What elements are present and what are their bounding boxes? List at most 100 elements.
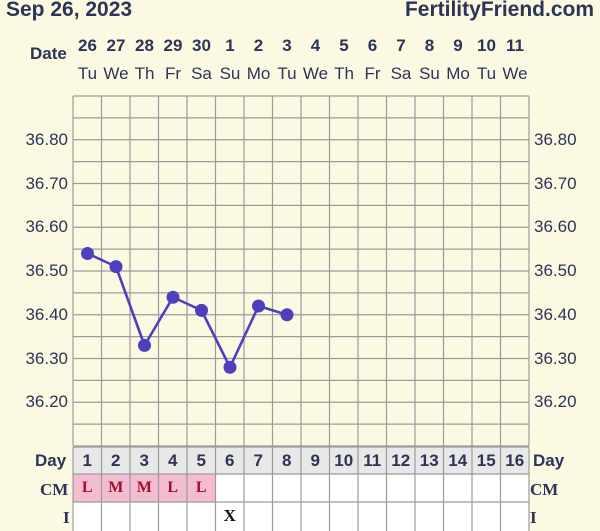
cm-cell-bg [101,474,130,502]
chart-date: Sep 26, 2023 [6,0,133,21]
temperature-point [280,308,294,322]
cycle-day-number: 15 [476,451,496,470]
cycle-day-number: 2 [111,451,121,470]
temperature-point [223,360,237,374]
temperature-series [81,247,294,374]
day-of-week: Sa [390,64,412,83]
cycle-day-number: 12 [391,451,411,470]
cm-row-label-right: CM [530,480,559,499]
y-tick-label-right: 36.60 [534,217,577,237]
cm-cell-bg [386,474,415,502]
cm-cell-bg [244,474,273,502]
i-row-label-right: I [530,508,537,527]
temperature-point [138,338,151,352]
y-tick-label-right: 36.40 [534,304,577,324]
cm-cell: M [108,479,124,496]
day-of-week: We [302,64,329,83]
cm-cell-bg [215,474,244,502]
date-number: 3 [282,36,292,55]
cm-cell-bg [130,474,159,502]
day-of-week: Fr [164,64,182,83]
temperature-point [166,290,180,304]
day-of-week: Mo [446,64,470,83]
y-tick-label-right: 36.30 [534,348,577,368]
date-number: 5 [339,36,349,55]
i-cell-bg [301,502,330,531]
day-of-week: Tu [277,64,297,83]
cycle-day-number: 8 [282,451,292,470]
cycle-day-number: 16 [505,451,525,470]
cm-cell-bg [358,474,387,502]
date-row-label: Date [30,44,67,63]
cycle-day-number: 3 [139,451,149,470]
cm-cell-bg [329,474,358,502]
i-cell-bg [472,502,501,531]
temperature-point [252,299,265,313]
day-of-week: Mo [246,64,271,83]
i-cell-bg [73,502,102,531]
cm-cell-bg [415,474,444,502]
cm-cell: L [195,479,207,496]
day-of-week: Th [334,64,354,83]
date-number: 10 [477,36,496,55]
cycle-day-number: 11 [363,451,382,470]
i-cell-bg [415,502,444,531]
day-of-week: Th [134,64,155,83]
date-number: 6 [367,36,378,55]
cm-cell-bg [73,474,102,502]
y-tick-label-left: 36.30 [25,348,68,368]
chart-grid [72,95,530,531]
site-name[interactable]: FertilityFriend.com [404,0,594,21]
i-cell-bg [215,502,244,531]
cm-cell-bg [500,474,529,502]
day-row-label-right: Day [533,451,565,470]
date-number: 7 [396,36,406,55]
cycle-day-number: 6 [225,451,235,470]
cm-cell-bg [272,474,301,502]
date-number: 8 [424,36,435,55]
cycle-day-number: 13 [419,451,439,470]
date-number: 27 [106,36,126,55]
date-number: 1 [225,36,235,55]
cycle-day-number: 1 [82,451,92,470]
y-tick-label-right: 36.20 [534,392,577,412]
y-tick-label-right: 36.80 [534,129,577,149]
cm-row-label: CM [40,480,69,499]
cycle-day-number: 14 [448,451,468,470]
cm-cell: L [167,479,179,496]
date-number: 9 [453,36,463,55]
cycle-day-number: 9 [310,451,320,470]
y-tick-label-left: 36.20 [25,392,68,412]
cm-cell-bg [472,474,501,502]
y-tick-label-right: 36.50 [534,261,577,280]
day-of-week: Su [219,64,241,83]
date-number: 11 [506,36,524,55]
cm-cell: M [136,479,152,496]
y-tick-label-left: 36.60 [25,217,68,237]
i-cell-bg [329,502,358,531]
date-number: 29 [163,36,183,55]
date-number: 30 [192,36,211,55]
date-number: 2 [253,36,264,55]
day-of-week: We [103,64,129,83]
i-cell-bg [187,502,216,531]
i-cell-bg [158,502,187,531]
intercourse-cell: X [223,506,236,525]
i-row-label: I [63,508,70,527]
cycle-day-number: 10 [334,451,354,470]
cm-cell-bg [158,474,187,502]
i-cell-bg [130,502,159,531]
cycle-day-number: 5 [196,451,206,470]
y-tick-label-right: 36.70 [534,173,577,193]
i-cell-bg [272,502,301,531]
cycle-day-number: 7 [253,451,263,470]
day-of-week: We [502,64,528,83]
temperature-point [109,260,123,274]
i-cell-bg [358,502,387,531]
i-cell-bg [386,502,415,531]
day-row-label: Day [35,451,67,470]
i-cell-bg [500,502,529,531]
temperature-point [81,247,94,260]
